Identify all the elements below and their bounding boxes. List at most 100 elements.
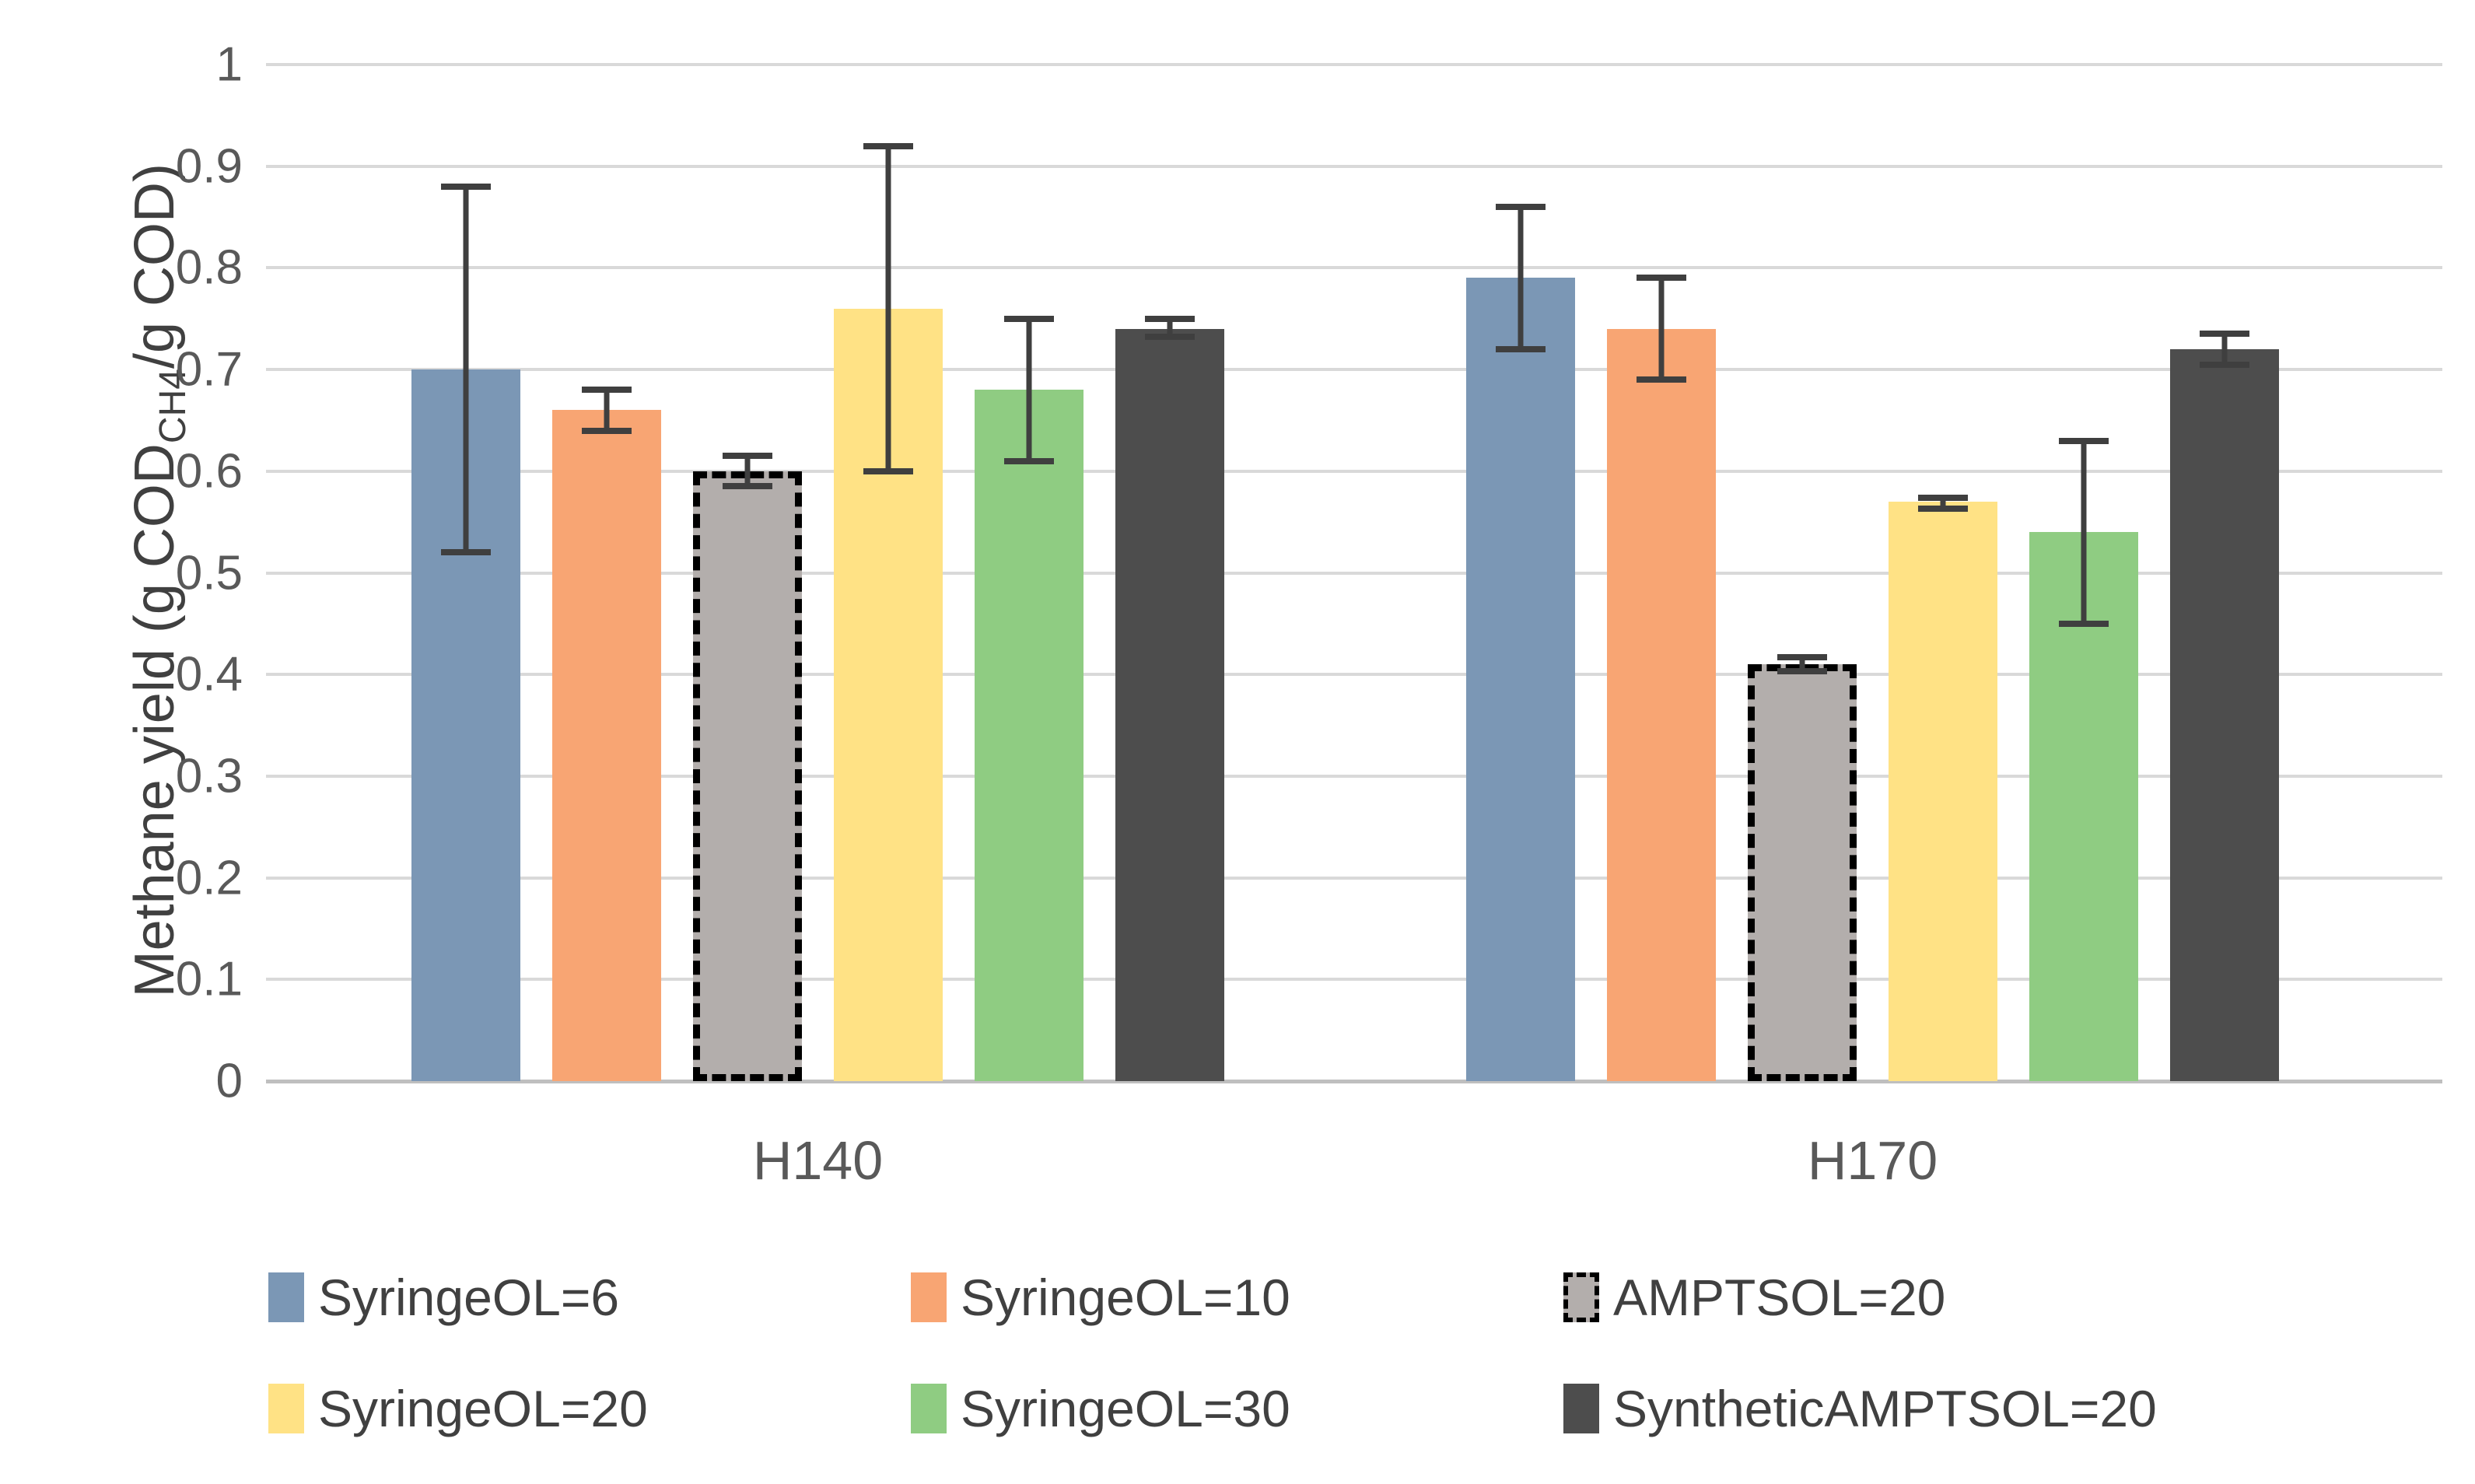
gridline: [266, 673, 2442, 677]
error-bar-cap-bottom: [1145, 334, 1195, 341]
error-bar-cap-bottom: [723, 483, 772, 490]
error-bar-cap-top: [1496, 203, 1546, 210]
y-tick-label: 0.7: [175, 342, 243, 397]
error-bar-cap-top: [1637, 275, 1686, 282]
gridline: [266, 164, 2442, 168]
error-bar-line: [1518, 206, 1524, 349]
legend-label: SyringeOL=6: [318, 1269, 620, 1326]
error-bar-cap-bottom: [582, 427, 632, 434]
error-bar-line: [1658, 278, 1665, 380]
error-bar-cap-bottom: [441, 549, 491, 556]
legend-item-amptsol20: AMPTSOL=20: [1563, 1268, 1945, 1327]
error-bar-cap-top: [1777, 653, 1827, 660]
y-tick-label: 0.9: [175, 139, 243, 194]
bar-syringeol6-h170: [1466, 278, 1575, 1081]
error-bar-cap-top: [441, 183, 491, 190]
bar-syringeol20-h170: [1889, 502, 1997, 1081]
error-bar-cap-bottom: [1004, 457, 1054, 464]
gridline: [266, 978, 2442, 982]
bar-amptsol20-h140: [693, 471, 802, 1081]
error-bar-cap-top: [2200, 331, 2249, 338]
legend-item-syringeol20: SyringeOL=20: [268, 1379, 648, 1438]
error-bar: [693, 453, 802, 490]
error-bar: [2170, 331, 2279, 368]
gridline: [266, 63, 2442, 66]
legend-item-syringeol10: SyringeOL=10: [911, 1268, 1290, 1327]
error-bar-cap-top: [2059, 437, 2109, 444]
bar-syringeol10-h140: [552, 410, 661, 1081]
error-bar-cap-bottom: [2200, 361, 2249, 368]
gridline: [266, 469, 2442, 473]
error-bar: [2029, 437, 2138, 627]
legend-item-syringeol6: SyringeOL=6: [268, 1268, 619, 1327]
error-bar-line: [463, 186, 469, 553]
legend-swatch: [1563, 1272, 1599, 1322]
bar-syntheticamptsol20-h140: [1115, 328, 1224, 1081]
error-bar-cap-top: [1004, 315, 1054, 322]
error-bar-line: [2221, 334, 2228, 365]
y-tick-label: 0.1: [175, 952, 243, 1006]
bar-syringeol30-h140: [975, 390, 1083, 1081]
y-axis-title-main: Methane yield (g COD: [123, 443, 186, 998]
legend-swatch: [268, 1384, 304, 1433]
error-bar-cap-bottom: [1637, 376, 1686, 383]
error-bar: [411, 183, 520, 556]
error-bar-line: [1026, 318, 1032, 461]
legend-item-syringeol30: SyringeOL=30: [911, 1379, 1290, 1438]
gridline: [266, 774, 2442, 778]
legend-label: SyringeOL=20: [318, 1380, 648, 1437]
error-bar-cap-top: [582, 387, 632, 394]
legend-swatch: [911, 1272, 947, 1322]
error-bar: [1466, 203, 1575, 352]
legend-label: AMPTSOL=20: [1613, 1269, 1946, 1326]
error-bar-cap-bottom: [1777, 668, 1827, 675]
gridline: [266, 266, 2442, 270]
error-bar-line: [1799, 656, 1805, 672]
error-bar: [1889, 494, 1997, 513]
y-tick-label: 0.5: [175, 546, 243, 600]
y-tick-label: 0.6: [175, 444, 243, 499]
error-bar-cap-bottom: [1918, 506, 1968, 513]
y-tick-label: 0.2: [175, 851, 243, 905]
error-bar: [1115, 315, 1224, 341]
category-label-h140: H140: [752, 1130, 884, 1191]
error-bar-cap-top: [1918, 494, 1968, 501]
error-bar-cap-bottom: [1496, 345, 1546, 352]
bar-syringeol10-h170: [1607, 328, 1716, 1081]
category-label-h170: H170: [1807, 1130, 1938, 1191]
plot-area: [266, 63, 2442, 1083]
error-bar-cap-top: [863, 142, 913, 149]
bar-syntheticamptsol20-h170: [2170, 348, 2279, 1081]
error-bar-line: [604, 390, 610, 431]
error-bar-line: [1167, 318, 1173, 338]
error-bar: [834, 142, 943, 474]
y-tick-label: 0.3: [175, 749, 243, 803]
y-tick-label: 1: [215, 37, 243, 92]
gridline: [266, 368, 2442, 372]
error-bar: [1748, 653, 1857, 675]
legend-label: SyringeOL=30: [961, 1380, 1290, 1437]
error-bar-line: [744, 456, 751, 487]
legend-label: SyringeOL=10: [961, 1269, 1290, 1326]
error-bar-line: [885, 145, 891, 471]
legend-item-syntheticamptsol20: SyntheticAMPTSOL=20: [1563, 1379, 2157, 1438]
error-bar-cap-top: [723, 453, 772, 460]
error-bar: [552, 387, 661, 434]
error-bar-cap-top: [1145, 315, 1195, 322]
error-bar: [975, 315, 1083, 464]
y-tick-label: 0: [215, 1054, 243, 1108]
legend-label: SyntheticAMPTSOL=20: [1613, 1380, 2157, 1437]
x-axis-baseline: [266, 1080, 2442, 1083]
y-tick-label: 0.8: [175, 240, 243, 295]
bar-amptsol20-h170: [1748, 664, 1857, 1081]
error-bar-cap-bottom: [2059, 620, 2109, 627]
gridline: [266, 571, 2442, 575]
error-bar-line: [2081, 440, 2087, 624]
error-bar: [1607, 275, 1716, 383]
legend-swatch: [1563, 1384, 1599, 1433]
error-bar-line: [1940, 497, 1946, 509]
legend-swatch: [268, 1272, 304, 1322]
error-bar-cap-bottom: [863, 467, 913, 474]
gridline: [266, 876, 2442, 880]
